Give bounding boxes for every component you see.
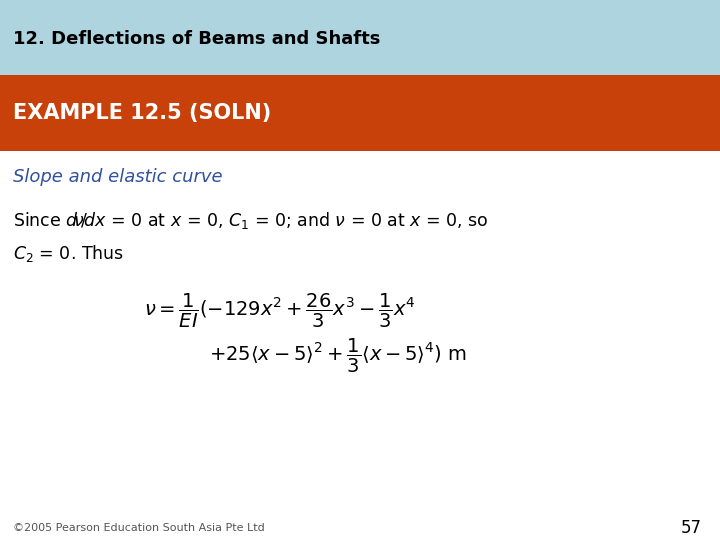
Text: Slope and elastic curve: Slope and elastic curve [13,168,222,186]
Text: $C_2$ = 0. Thus: $C_2$ = 0. Thus [13,244,124,264]
Text: $\nu = \dfrac{1}{EI}(-129x^2 + \dfrac{26}{3}x^3 - \dfrac{1}{3}x^4$: $\nu = \dfrac{1}{EI}(-129x^2 + \dfrac{26… [144,292,415,329]
FancyBboxPatch shape [0,75,720,151]
Text: Since $d\!\nu\!/\!dx$ = 0 at $x$ = 0, $C_1$ = 0; and $\nu$ = 0 at $x$ = 0, so: Since $d\!\nu\!/\!dx$ = 0 at $x$ = 0, $C… [13,210,488,231]
Text: $+25\langle x-5\rangle^2 + \dfrac{1}{3}\langle x-5\rangle^4)\ \mathrm{m}$: $+25\langle x-5\rangle^2 + \dfrac{1}{3}\… [209,338,467,375]
Text: 57: 57 [681,519,702,537]
FancyBboxPatch shape [0,0,720,75]
Text: 12. Deflections of Beams and Shafts: 12. Deflections of Beams and Shafts [13,30,380,48]
Text: EXAMPLE 12.5 (SOLN): EXAMPLE 12.5 (SOLN) [13,103,271,124]
Text: ©2005 Pearson Education South Asia Pte Ltd: ©2005 Pearson Education South Asia Pte L… [13,523,265,533]
